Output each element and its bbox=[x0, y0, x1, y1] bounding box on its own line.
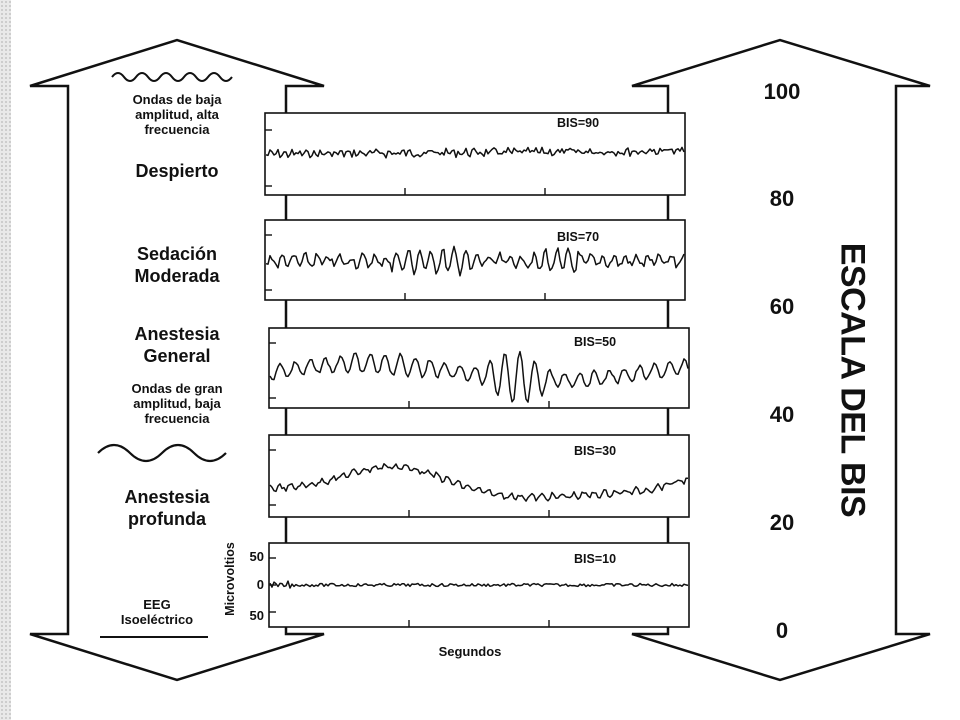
y-tick-bottom: 50 bbox=[249, 608, 264, 623]
y-axis-label: Microvoltios bbox=[223, 542, 237, 616]
high-waves-caption: Ondas de gran amplitud, baja frecuencia bbox=[131, 381, 223, 426]
panel-frame-bis30 bbox=[268, 434, 690, 518]
y-tick-middle: 0 bbox=[256, 577, 264, 592]
panel-label-bis50: BIS=50 bbox=[574, 335, 617, 349]
state-moderate-sedation-label: Sedación Moderada bbox=[134, 244, 220, 286]
eeg-trace-bis10 bbox=[269, 580, 689, 589]
panel-frame-bis50 bbox=[268, 327, 690, 409]
scale-value-0: 0 bbox=[775, 618, 789, 643]
high-frequency-wave-icon bbox=[111, 72, 233, 82]
panel-label-bis90: BIS=90 bbox=[557, 116, 600, 130]
eeg-trace-bis30 bbox=[269, 463, 689, 502]
low-frequency-wave-icon bbox=[97, 443, 227, 463]
eeg-trace-bis70 bbox=[265, 245, 685, 277]
scale-value-60: 60 bbox=[769, 294, 795, 319]
eeg-trace-bis50 bbox=[269, 350, 689, 403]
left-double-arrow bbox=[29, 38, 325, 682]
state-deep-anesthesia-label: Anestesia profunda bbox=[124, 487, 210, 529]
scale-value-80: 80 bbox=[769, 186, 795, 211]
scale-value-20: 20 bbox=[769, 510, 795, 535]
scale-value-40: 40 bbox=[769, 402, 795, 427]
panel-label-bis30: BIS=30 bbox=[574, 444, 617, 458]
state-isoelectric-label: EEG Isoeléctrico bbox=[120, 597, 194, 627]
state-awake-label: Despierto bbox=[135, 161, 219, 181]
bis-scale-title: ESCALA DEL BIS bbox=[833, 242, 872, 518]
scale-value-100: 100 bbox=[763, 79, 801, 104]
y-tick-top: 50 bbox=[249, 549, 264, 564]
panel-label-bis70: BIS=70 bbox=[557, 230, 600, 244]
low-waves-caption: Ondas de baja amplitud, alta frecuencia bbox=[132, 92, 222, 137]
x-axis-label: Segundos bbox=[438, 644, 502, 659]
panel-label-bis10: BIS=10 bbox=[574, 552, 617, 566]
dotted-edge bbox=[0, 0, 11, 720]
eeg-trace-bis90 bbox=[265, 146, 685, 159]
state-general-anesthesia-label: Anestesia General bbox=[134, 324, 220, 366]
panel-bottom-ticks bbox=[404, 188, 550, 627]
